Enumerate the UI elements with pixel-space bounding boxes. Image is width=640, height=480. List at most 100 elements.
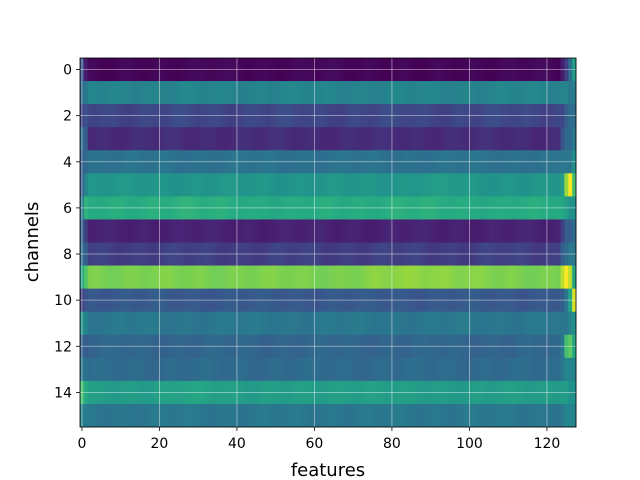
heatmap-cell	[393, 403, 399, 428]
heatmap-cell	[455, 311, 461, 336]
heatmap-cell	[111, 357, 116, 382]
heatmap-cell	[347, 81, 352, 105]
heatmap-cell	[103, 265, 108, 290]
heatmap-cell	[114, 311, 120, 336]
heatmap-cell	[529, 81, 534, 105]
heatmap-cell	[452, 173, 457, 197]
heatmap-cell	[514, 357, 519, 382]
heatmap-cell	[126, 219, 131, 243]
heatmap-cell	[223, 219, 228, 243]
heatmap-cell	[471, 265, 476, 290]
heatmap-cell	[533, 265, 538, 290]
heatmap-cell	[153, 127, 158, 151]
x-tick-label: 80	[383, 436, 401, 452]
heatmap-cell	[300, 81, 306, 105]
heatmap-cell	[424, 357, 430, 382]
heatmap-cell	[362, 219, 368, 243]
heatmap-cell	[517, 127, 523, 151]
heatmap-cell	[87, 403, 93, 428]
heatmap-cell	[258, 311, 263, 336]
heatmap-cell	[517, 173, 523, 197]
heatmap-cell	[494, 311, 499, 336]
heatmap-cell	[479, 357, 484, 382]
heatmap-cell	[246, 357, 251, 382]
heatmap-cell	[95, 219, 100, 243]
heatmap-cell	[413, 357, 418, 382]
heatmap-cell	[173, 265, 178, 290]
heatmap-cell	[207, 81, 213, 105]
heatmap-cell	[521, 403, 527, 428]
heatmap-cell	[324, 403, 329, 428]
heatmap-cell	[231, 357, 236, 382]
heatmap-cell	[95, 265, 100, 290]
heatmap-cell	[111, 81, 116, 105]
heatmap-cell	[510, 311, 515, 336]
heatmap-cell	[339, 127, 344, 151]
heatmap-cell	[269, 311, 275, 336]
heatmap-cell	[320, 127, 325, 151]
heatmap-cell	[180, 311, 186, 336]
heatmap-cell	[300, 219, 306, 243]
heatmap-cell	[269, 219, 275, 243]
heatmap-cell	[231, 81, 236, 105]
heatmap-cell	[517, 403, 523, 428]
heatmap-cell	[138, 403, 143, 428]
heatmap-cell	[525, 357, 530, 382]
heatmap-cell	[262, 357, 267, 382]
heatmap-cell	[293, 311, 298, 336]
heatmap-cell	[397, 311, 403, 336]
heatmap-cell	[343, 265, 348, 290]
heatmap-cell	[173, 81, 178, 105]
heatmap-cell	[273, 219, 279, 243]
heatmap-cell	[463, 311, 468, 336]
heatmap-cell	[510, 173, 515, 197]
heatmap-cell	[378, 173, 383, 197]
heatmap-cell	[370, 403, 375, 428]
heatmap-cell	[285, 127, 290, 151]
heatmap-cell	[521, 311, 527, 336]
heatmap-cell	[122, 357, 127, 382]
heatmap-cell	[428, 403, 434, 428]
heatmap-cell	[452, 265, 457, 290]
heatmap-cell	[215, 357, 220, 382]
heatmap-cell	[238, 219, 244, 243]
heatmap-cell	[204, 219, 209, 243]
heatmap-cell	[421, 219, 426, 243]
heatmap-cell	[269, 357, 275, 382]
heatmap-cell	[103, 127, 108, 151]
heatmap-cell	[83, 311, 89, 336]
heatmap-cell	[359, 219, 364, 243]
heatmap-cell	[417, 173, 422, 197]
heatmap-cell	[238, 311, 244, 336]
heatmap-cell	[138, 357, 143, 382]
heatmap-cell	[475, 357, 480, 382]
heatmap-cell	[444, 403, 449, 428]
heatmap-cell	[215, 311, 220, 336]
heatmap-cell	[405, 127, 410, 151]
heatmap-cell	[149, 127, 155, 151]
heatmap-cell	[184, 127, 189, 151]
heatmap-cell	[134, 219, 139, 243]
heatmap-cell	[297, 127, 302, 151]
heatmap-cell	[254, 219, 259, 243]
heatmap-cell	[421, 173, 426, 197]
heatmap-cell	[246, 127, 251, 151]
heatmap-cell	[432, 219, 437, 243]
heatmap-cell	[475, 219, 480, 243]
heatmap-cell	[204, 403, 209, 428]
heatmap-cell	[335, 265, 341, 290]
heatmap-cell	[506, 173, 511, 197]
heatmap-cell	[200, 127, 205, 151]
heatmap-cell	[130, 265, 135, 290]
heatmap-cell	[444, 265, 449, 290]
heatmap-cell	[537, 173, 542, 197]
heatmap-cell	[366, 81, 372, 105]
heatmap-cell	[529, 173, 534, 197]
heatmap-cell	[126, 357, 131, 382]
heatmap-cell	[405, 81, 410, 105]
heatmap-cell	[173, 173, 178, 197]
heatmap-cell	[514, 81, 519, 105]
heatmap-cell	[114, 127, 120, 151]
heatmap-cell	[215, 173, 220, 197]
